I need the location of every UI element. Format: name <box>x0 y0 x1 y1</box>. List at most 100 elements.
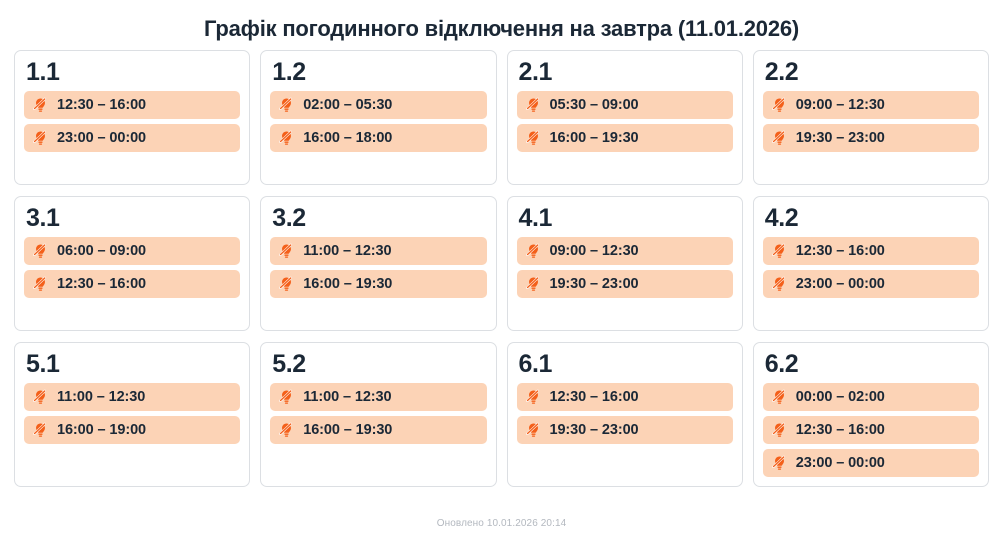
lightbulb-off-icon <box>771 97 788 114</box>
outage-slot[interactable]: 23:00 – 00:00 <box>24 124 241 153</box>
outage-slot[interactable]: 09:00 – 12:30 <box>516 237 733 266</box>
schedule-group-card[interactable]: 6.1 12:30 – 16:00 19:30 – 23:00 <box>506 342 743 488</box>
lightbulb-off-icon <box>278 389 295 406</box>
lightbulb-off-icon <box>32 243 49 260</box>
outage-slot-time: 12:30 – 16:00 <box>795 422 885 439</box>
outage-slot-list: 09:00 – 12:30 19:30 – 23:00 <box>762 91 979 153</box>
group-name: 3.2 <box>272 204 306 233</box>
outage-slot[interactable]: 23:00 – 00:00 <box>762 270 979 299</box>
outage-slot-time: 09:00 – 12:30 <box>795 97 885 114</box>
group-name: 3.1 <box>26 204 60 233</box>
lightbulb-off-icon <box>278 97 295 114</box>
outage-slot-time: 06:00 – 09:00 <box>57 243 146 260</box>
schedule-group-card[interactable]: 1.2 02:00 – 05:30 16:00 – 18:00 <box>260 50 497 186</box>
schedule-group-card[interactable]: 4.1 09:00 – 12:30 19:30 – 23:00 <box>506 196 743 332</box>
outage-slot[interactable]: 11:00 – 12:30 <box>24 383 241 412</box>
outage-slot[interactable]: 12:30 – 16:00 <box>516 383 733 412</box>
schedule-group-card[interactable]: 6.2 00:00 – 02:00 12:30 – 16:00 23:00 – 00:… <box>752 342 989 488</box>
outage-slot-time: 16:00 – 19:00 <box>57 422 146 439</box>
outage-slot[interactable]: 00:00 – 02:00 <box>762 383 979 412</box>
schedule-group-card[interactable]: 2.2 09:00 – 12:30 19:30 – 23:00 <box>752 50 989 186</box>
group-name: 2.2 <box>764 58 799 87</box>
outage-slot-time: 19:30 – 23:00 <box>795 130 885 147</box>
outage-slot[interactable]: 16:00 – 19:30 <box>516 124 733 153</box>
outage-slot-time: 12:30 – 16:00 <box>795 243 885 260</box>
schedule-group-card[interactable]: 2.1 05:30 – 09:00 16:00 – 19:30 <box>506 50 743 186</box>
outage-slot-list: 11:00 – 12:30 16:00 – 19:30 <box>270 237 487 299</box>
outage-slot[interactable]: 05:30 – 09:00 <box>516 91 733 120</box>
outage-slot[interactable]: 12:30 – 16:00 <box>24 91 241 120</box>
group-name: 4.1 <box>518 204 553 233</box>
outage-slot-list: 12:30 – 16:00 23:00 – 00:00 <box>762 237 979 299</box>
lightbulb-off-icon <box>771 455 788 472</box>
outage-slot-time: 23:00 – 00:00 <box>795 455 885 472</box>
outage-slot[interactable]: 16:00 – 19:00 <box>24 416 241 445</box>
lightbulb-off-icon <box>32 276 49 293</box>
schedule-group-card[interactable]: 5.2 11:00 – 12:30 16:00 – 19:30 <box>260 342 497 488</box>
lightbulb-off-icon <box>525 389 542 406</box>
group-name: 5.2 <box>272 350 306 379</box>
outage-slot-time: 02:00 – 05:30 <box>303 97 393 114</box>
lightbulb-off-icon <box>525 422 542 439</box>
lightbulb-off-icon <box>771 130 788 147</box>
lightbulb-off-icon <box>32 97 49 114</box>
outage-slot-list: 05:30 – 09:00 16:00 – 19:30 <box>516 91 733 153</box>
outage-slot[interactable]: 12:30 – 16:00 <box>24 270 241 299</box>
group-name: 1.2 <box>272 58 306 87</box>
outage-slot[interactable]: 06:00 – 09:00 <box>24 237 241 266</box>
outage-slot[interactable]: 11:00 – 12:30 <box>270 237 487 266</box>
schedule-group-card[interactable]: 3.1 06:00 – 09:00 12:30 – 16:00 <box>14 196 251 332</box>
schedule-group-card[interactable]: 1.1 12:30 – 16:00 23:00 – 00:00 <box>14 50 251 186</box>
outage-slot[interactable]: 12:30 – 16:00 <box>762 416 979 445</box>
outage-slot-time: 09:00 – 12:30 <box>549 243 639 260</box>
lightbulb-off-icon <box>525 243 542 260</box>
page-title: Графік погодинного відключення на завтра… <box>203 16 800 41</box>
outage-slot-list: 00:00 – 02:00 12:30 – 16:00 23:00 – 00:00 <box>762 383 979 478</box>
outage-slot[interactable]: 19:30 – 23:00 <box>516 270 733 299</box>
outage-slot-time: 19:30 – 23:00 <box>549 422 639 439</box>
outage-slot-time: 16:00 – 19:30 <box>549 130 639 147</box>
outage-slot[interactable]: 09:00 – 12:30 <box>762 91 979 120</box>
outage-slot[interactable]: 16:00 – 19:30 <box>270 270 487 299</box>
outage-slot[interactable]: 02:00 – 05:30 <box>270 91 487 120</box>
outage-slot-time: 12:30 – 16:00 <box>57 97 146 114</box>
outage-slot-time: 16:00 – 18:00 <box>303 130 393 147</box>
lightbulb-off-icon <box>525 97 542 114</box>
lightbulb-off-icon <box>771 422 788 439</box>
outage-slot[interactable]: 19:30 – 23:00 <box>762 124 979 153</box>
lightbulb-off-icon <box>525 130 542 147</box>
group-name: 5.1 <box>26 350 60 379</box>
outage-slot-time: 12:30 – 16:00 <box>57 276 146 293</box>
lightbulb-off-icon <box>278 243 295 260</box>
lightbulb-off-icon <box>32 130 49 147</box>
lightbulb-off-icon <box>771 243 788 260</box>
lightbulb-off-icon <box>278 130 295 147</box>
lightbulb-off-icon <box>525 276 542 293</box>
lightbulb-off-icon <box>32 422 49 439</box>
outage-slot[interactable]: 11:00 – 12:30 <box>270 383 487 412</box>
outage-slot-time: 16:00 – 19:30 <box>303 422 393 439</box>
group-name: 1.1 <box>26 58 60 87</box>
outage-slot-time: 16:00 – 19:30 <box>303 276 393 293</box>
outage-slot-list: 11:00 – 12:30 16:00 – 19:30 <box>270 383 487 445</box>
outage-slot[interactable]: 16:00 – 18:00 <box>270 124 487 153</box>
lightbulb-off-icon <box>278 422 295 439</box>
outage-slot[interactable]: 23:00 – 00:00 <box>762 449 979 478</box>
schedule-group-card[interactable]: 4.2 12:30 – 16:00 23:00 – 00:00 <box>752 196 989 332</box>
outage-slot-list: 06:00 – 09:00 12:30 – 16:00 <box>24 237 241 299</box>
outage-slot-time: 19:30 – 23:00 <box>549 276 639 293</box>
outage-slot-time: 12:30 – 16:00 <box>549 389 639 406</box>
outage-slot-time: 23:00 – 00:00 <box>795 276 885 293</box>
outage-slot-time: 11:00 – 12:30 <box>57 389 146 406</box>
group-name: 2.1 <box>518 58 553 87</box>
outage-slot-time: 23:00 – 00:00 <box>57 130 146 147</box>
schedule-group-card[interactable]: 5.1 11:00 – 12:30 16:00 – 19:00 <box>14 342 251 488</box>
outage-slot-time: 05:30 – 09:00 <box>549 97 639 114</box>
schedule-group-card[interactable]: 3.2 11:00 – 12:30 16:00 – 19:30 <box>260 196 497 332</box>
schedule-grid: 1.1 12:30 – 16:00 23:00 – 00:00 1.2 02:00 – … <box>0 50 1003 512</box>
outage-slot[interactable]: 16:00 – 19:30 <box>270 416 487 445</box>
outage-slot[interactable]: 12:30 – 16:00 <box>762 237 979 266</box>
outage-slot[interactable]: 19:30 – 23:00 <box>516 416 733 445</box>
lightbulb-off-icon <box>771 276 788 293</box>
